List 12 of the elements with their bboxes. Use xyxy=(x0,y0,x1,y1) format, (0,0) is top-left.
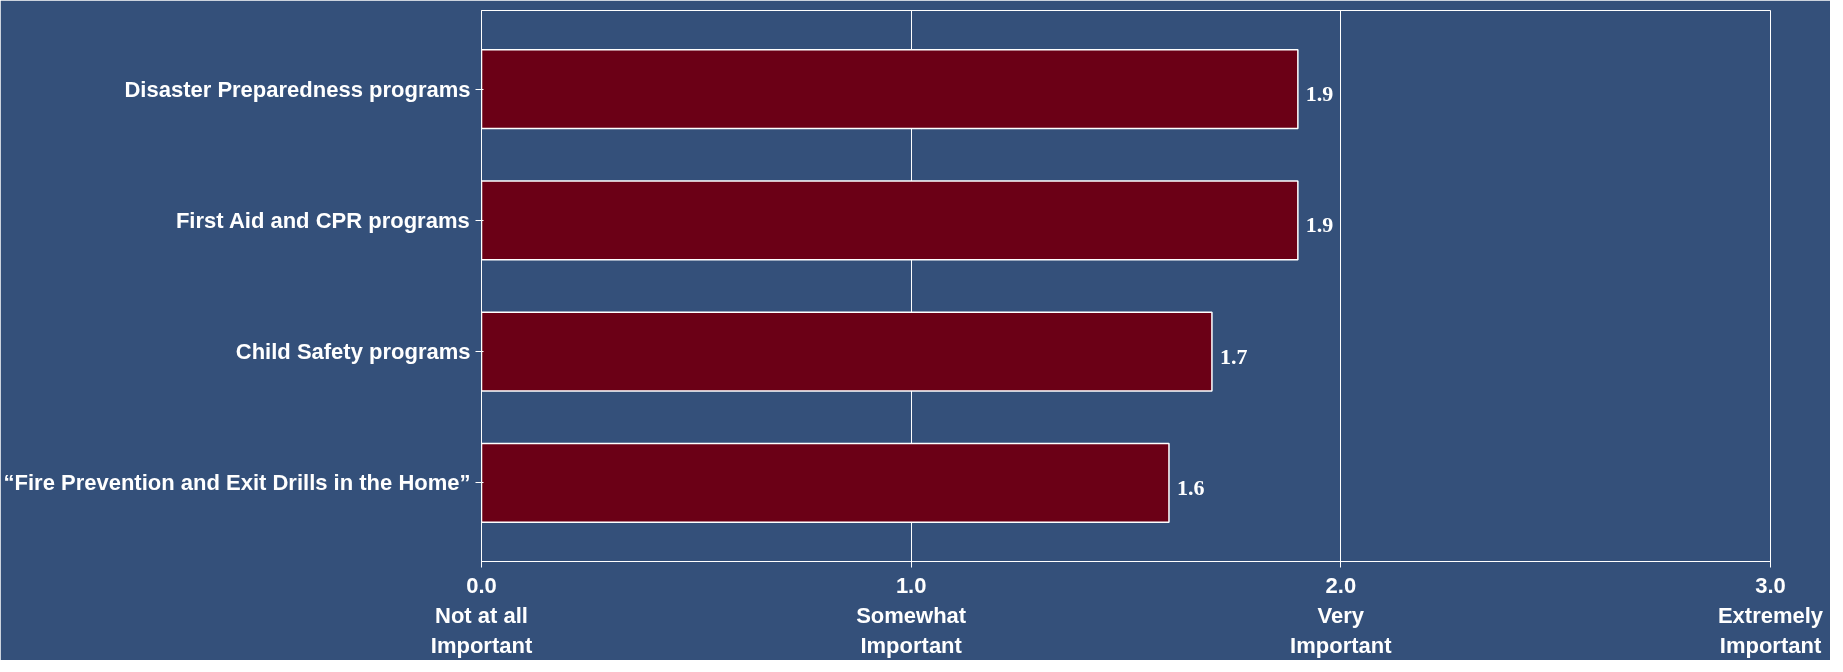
y-tick-label: Child Safety programs xyxy=(235,339,471,365)
y-tick-label: First Aid and CPR programs xyxy=(175,207,470,233)
y-tick-label: “Fire Prevention and Exit Drills in the Home” xyxy=(3,470,471,496)
x-tick-label: 2.0 Very Important xyxy=(1290,572,1393,658)
data-label: 1.9 xyxy=(1305,81,1334,107)
data-label: 1.9 xyxy=(1305,212,1334,238)
x-tick-label: 3.0 Extremely Important xyxy=(1717,572,1824,658)
y-tick-label: Disaster Preparedness programs xyxy=(124,76,471,102)
data-label: 1.6 xyxy=(1176,474,1205,500)
data-label: 1.7 xyxy=(1219,343,1248,369)
x-tick-label: 0.0 Not at all Important xyxy=(430,572,533,658)
x-tick-label: 1.0 Somewhat Important xyxy=(856,572,967,658)
